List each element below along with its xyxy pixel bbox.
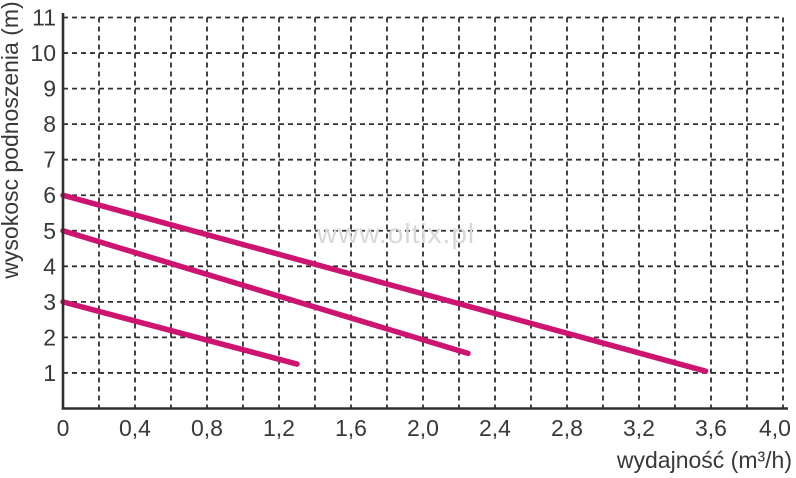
y-tick-label: 11 (32, 5, 56, 31)
x-axis-title: wydajność (m³/h) (616, 447, 792, 473)
y-tick-label: 5 (43, 218, 56, 244)
pump-curve-1 (60, 192, 709, 374)
y-tick-label: 2 (43, 324, 56, 350)
pump-curve-2 (60, 228, 471, 357)
x-tick-label: 2,8 (551, 415, 583, 441)
x-tick-label: 1,2 (263, 415, 295, 441)
y-tick-label: 8 (43, 111, 56, 137)
axis-layer (61, 13, 788, 410)
x-tick-label: 3,6 (695, 415, 727, 441)
x-tick-label: 0,8 (191, 415, 223, 441)
grid-layer (63, 16, 784, 409)
pump-curve-3 (60, 299, 300, 367)
y-tick-label: 9 (43, 76, 56, 102)
x-tick-label: 2,4 (479, 415, 511, 441)
y-tick-label: 3 (43, 289, 56, 315)
x-tick-label: 0 (57, 415, 70, 441)
watermark-text: www.oltix.pl (316, 218, 475, 249)
x-tick-label: 2,0 (407, 415, 439, 441)
y-axis-title: wysokosc podnoszenia (m) (0, 1, 23, 279)
x-tick-label: 0,4 (119, 415, 151, 441)
y-tick-label: 7 (43, 147, 56, 173)
x-tick-label: 4,0 (759, 415, 791, 441)
pump-curves-layer (60, 192, 709, 374)
y-tick-label: 1 (43, 360, 56, 386)
y-tick-label: 4 (43, 253, 56, 279)
y-tick-label: 6 (43, 182, 56, 208)
x-axis-tick-labels: 0 0,4 0,8 1,2 1,6 2,0 2,4 2,8 3,2 3,6 4,0 (57, 415, 791, 441)
y-axis-tick-labels: 1 2 3 4 5 6 7 8 9 10 11 (30, 5, 56, 386)
x-tick-label: 1,6 (335, 415, 367, 441)
y-tick-label: 10 (30, 40, 56, 66)
x-tick-label: 3,2 (623, 415, 655, 441)
